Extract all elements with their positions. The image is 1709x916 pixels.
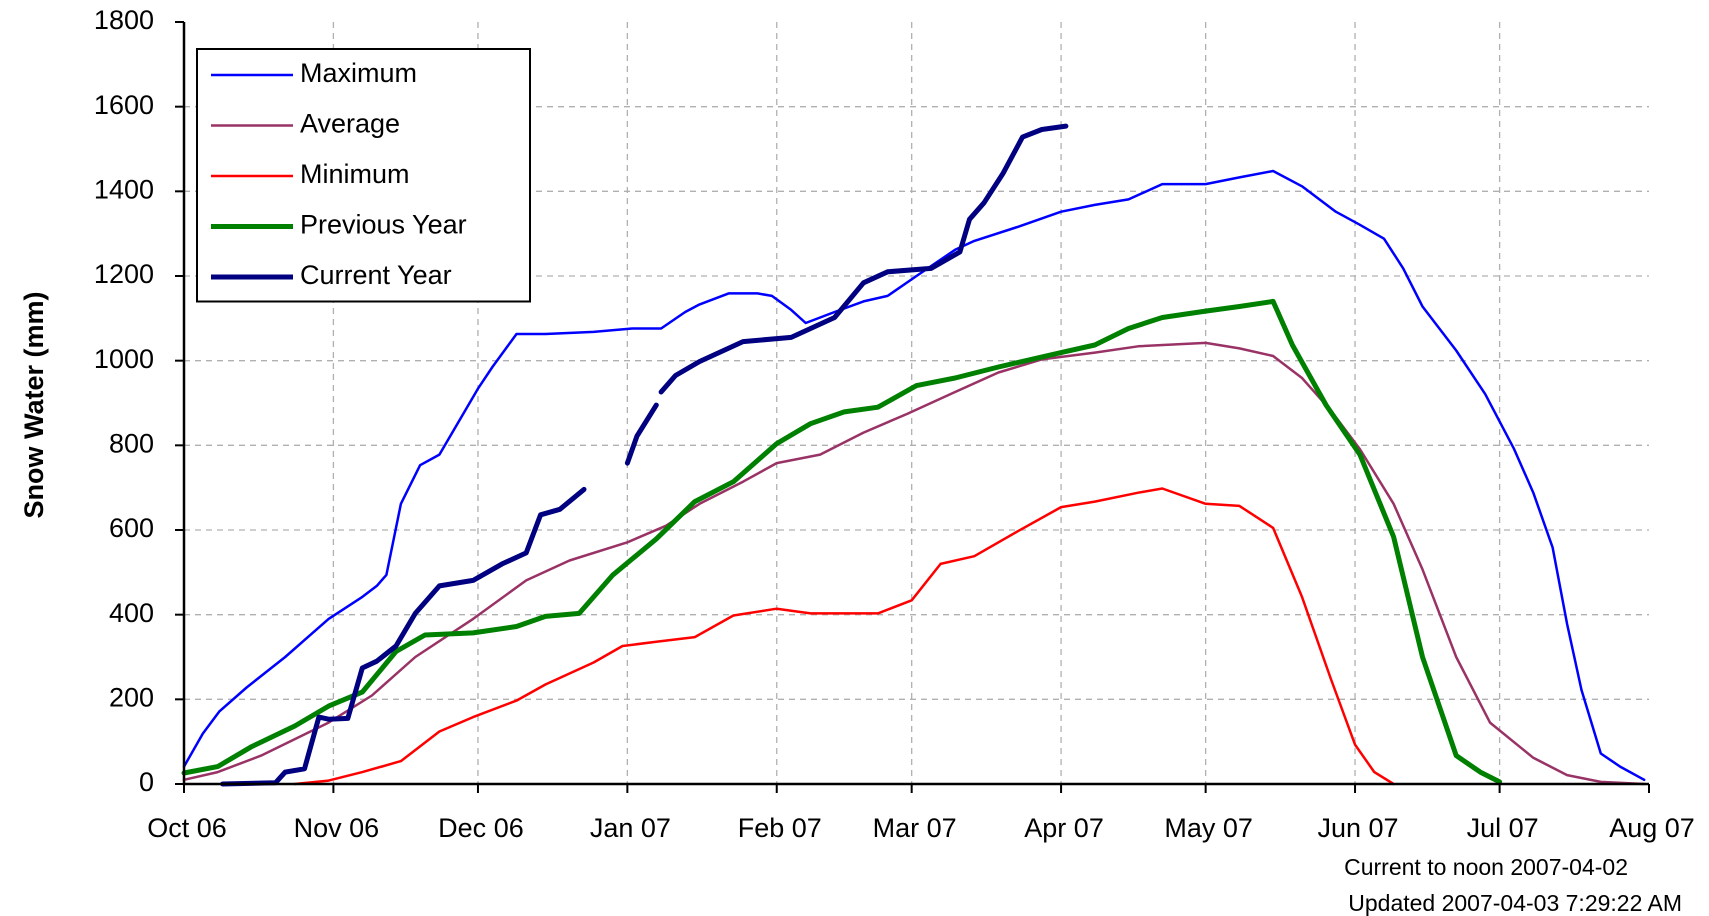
x-tick-label: Jun 07 <box>1317 813 1398 843</box>
legend-label: Minimum <box>300 159 410 189</box>
x-tick-label: Mar 07 <box>873 813 957 843</box>
x-tick-label: Oct 06 <box>147 813 227 843</box>
plot-area <box>181 123 1646 787</box>
x-tick-label: Dec 06 <box>438 813 524 843</box>
legend: Maximum Average Minimum Previous Year Curren… <box>196 48 531 303</box>
line-series <box>220 123 1069 787</box>
y-tick-label: 0 <box>139 767 154 797</box>
line-series <box>293 487 1395 786</box>
x-tick-label: Apr 07 <box>1024 813 1104 843</box>
x-tick-label: May 07 <box>1164 813 1253 843</box>
y-tick-label: 1200 <box>94 259 154 289</box>
x-tick-label: Aug 07 <box>1609 813 1695 843</box>
axis-line <box>182 22 1649 786</box>
legend-label: Current Year <box>300 260 452 290</box>
annotation: Updated 2007-04-03 7:29:22 AM <box>1348 890 1682 916</box>
y-tick-label: 600 <box>109 513 154 543</box>
y-tick-label: 1400 <box>94 174 154 204</box>
y-tick-label: 1800 <box>94 5 154 35</box>
y-tick-label: 1000 <box>94 344 154 374</box>
y-axis-label: Snow Water (mm) <box>19 291 49 518</box>
legend-label: Previous Year <box>300 210 467 240</box>
x-tick-label: Feb 07 <box>738 813 822 843</box>
y-tick-label: 200 <box>109 682 154 712</box>
legend-label: Maximum <box>300 58 417 88</box>
y-tick-label: 800 <box>109 428 154 458</box>
annotation: Current to noon 2007-04-02 <box>1344 854 1628 880</box>
x-tick-label: Nov 06 <box>294 813 380 843</box>
x-tick-label: Jan 07 <box>590 813 671 843</box>
line-series <box>182 169 1646 782</box>
axes: 0 200 400 600 800 1000 1200 1400 1600 1800 Oct 06 N… <box>94 5 1695 843</box>
line-series <box>181 298 1503 785</box>
legend-label: Average <box>300 109 400 139</box>
y-tick-label: 1600 <box>94 90 154 120</box>
x-tick-label: Jul 07 <box>1467 813 1539 843</box>
line-series <box>182 341 1646 786</box>
y-tick-label: 400 <box>109 598 154 628</box>
